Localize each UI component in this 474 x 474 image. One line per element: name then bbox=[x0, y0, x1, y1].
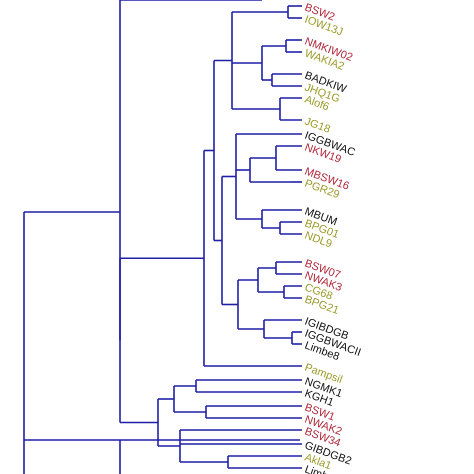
leaf-labels: BSW2IOW13JNMKIW02WAKIA2BADKIWJHQ1GAlof6J… bbox=[303, 2, 362, 474]
leaf-label: Limbe bbox=[303, 464, 335, 474]
tree-branches bbox=[23, 0, 302, 474]
